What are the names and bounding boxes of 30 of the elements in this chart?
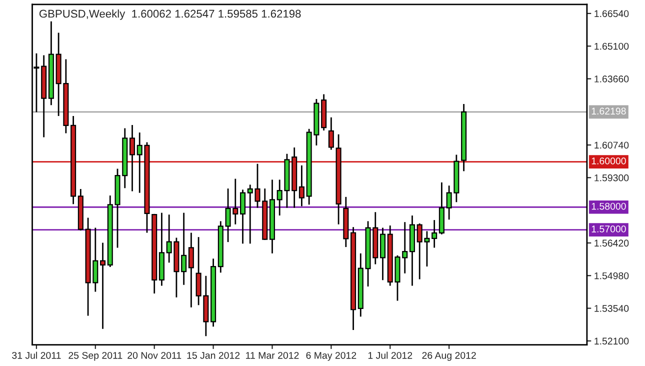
x-tick-label: 11 Mar 2012	[246, 352, 299, 359]
x-tick-label: 20 Nov 2011	[128, 352, 182, 359]
y-tick-label: 1.56420	[594, 240, 629, 247]
y-tick-label: 1.53540	[594, 304, 629, 312]
x-tick-label: 15 Jan 2012	[187, 352, 240, 359]
candlestick	[100, 242, 106, 330]
candlestick	[328, 116, 334, 150]
ref-line-label: 1.57000	[592, 226, 626, 232]
ref-line-label: 1.62198	[592, 108, 626, 115]
chart-title: GBPUSD,Weekly 1.60062 1.62547 1.59585 1.62198	[39, 10, 301, 20]
y-tick-label: 1.59300	[594, 174, 629, 182]
candlestick	[240, 188, 246, 244]
candlestick	[188, 232, 194, 308]
x-tick-label: 26 Aug 2012	[422, 352, 476, 361]
y-tick-label: 1.66540	[594, 10, 629, 18]
candlestick	[380, 227, 386, 281]
y-tick-label: 1.54980	[594, 272, 629, 280]
y-tick-label: 1.65100	[594, 42, 629, 50]
y-tick-label: 1.52100	[594, 338, 629, 345]
x-tick-label: 1 Jul 2012	[368, 352, 412, 359]
ref-line-label: 1.58000	[592, 202, 626, 210]
ref-line-label: 1.60000	[592, 157, 626, 164]
candlestick	[181, 212, 187, 286]
candlestick	[298, 164, 304, 207]
x-tick-label: 31 Jul 2011	[12, 352, 61, 359]
candlestick	[432, 219, 438, 248]
x-tick-label: 25 Sep 2011	[68, 352, 122, 361]
y-tick-label: 1.60740	[594, 142, 629, 149]
y-tick-label: 1.63660	[594, 76, 629, 82]
x-tick-label: 6 May 2012	[306, 352, 356, 361]
